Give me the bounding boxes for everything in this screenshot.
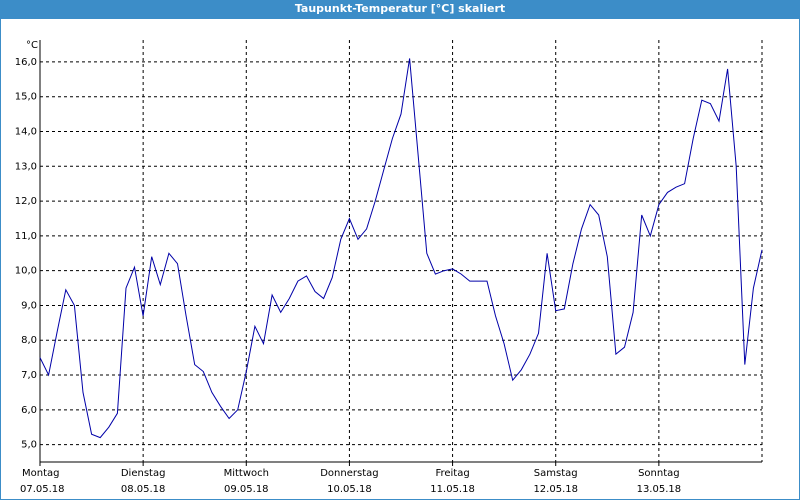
y-tick-label: 9,0	[21, 300, 37, 311]
x-date-label: 10.05.18	[327, 484, 372, 495]
y-tick-label: 14,0	[15, 126, 37, 137]
y-tick-label: 7,0	[21, 370, 37, 381]
x-date-label: 12.05.18	[533, 484, 578, 495]
y-tick-label: 13,0	[15, 161, 37, 172]
y-tick-label: 16,0	[15, 57, 37, 68]
x-date-label: 09.05.18	[224, 484, 269, 495]
y-tick-label: 15,0	[15, 92, 37, 103]
unit-label: °C	[26, 40, 38, 51]
x-weekday-label: Donnerstag	[320, 468, 378, 479]
x-date-label: 13.05.18	[637, 484, 682, 495]
y-tick-label: 8,0	[21, 335, 37, 346]
x-date-label: 11.05.18	[430, 484, 475, 495]
x-date-label: 07.05.18	[20, 484, 65, 495]
y-tick-label: 6,0	[21, 405, 37, 416]
y-tick-label: 10,0	[15, 266, 37, 277]
x-weekday-label: Montag	[22, 468, 59, 479]
y-tick-label: 11,0	[15, 231, 37, 242]
x-weekday-label: Sonntag	[638, 468, 680, 479]
x-date-label: 08.05.18	[121, 484, 166, 495]
frame	[0, 18, 800, 500]
title-bar: Taupunkt-Temperatur [°C] skaliert	[0, 0, 800, 18]
data-line	[39, 58, 763, 439]
x-weekday-label: Samstag	[534, 468, 578, 479]
y-tick-label: 12,0	[15, 196, 37, 207]
x-weekday-label: Dienstag	[121, 468, 166, 479]
x-weekday-label: Freitag	[435, 468, 469, 479]
y-tick-label: 5,0	[21, 440, 37, 451]
x-weekday-label: Mittwoch	[224, 468, 269, 479]
